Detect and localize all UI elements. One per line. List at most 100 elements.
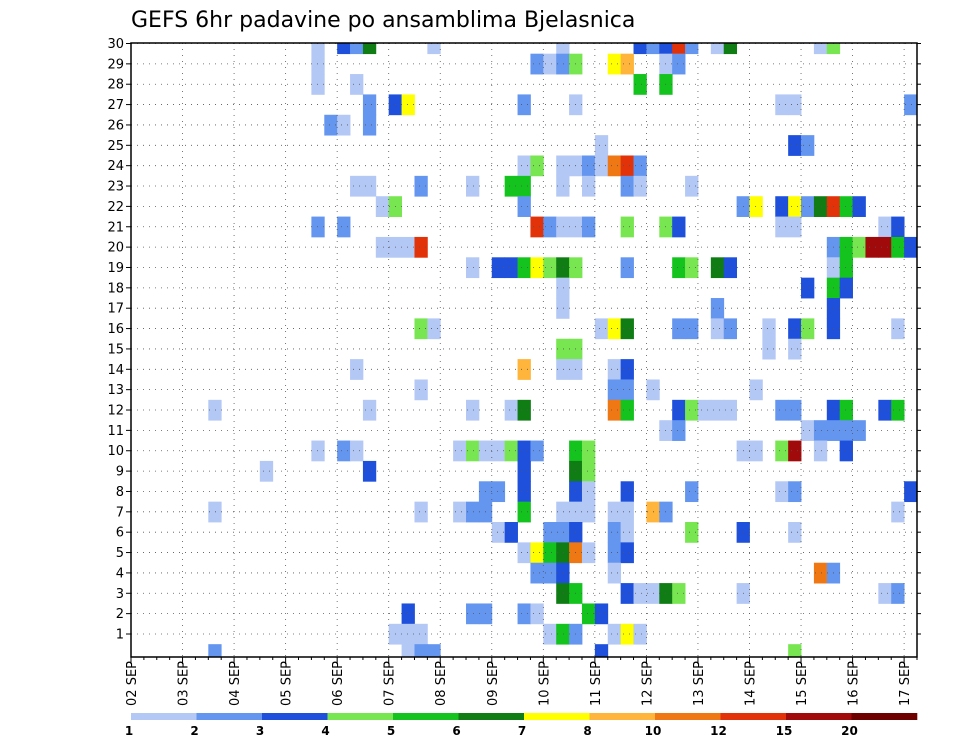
heatmap-cell — [543, 562, 557, 584]
heatmap-cell — [813, 562, 828, 584]
heatmap-cell — [672, 43, 686, 55]
heatmap-cell — [543, 542, 557, 564]
x-tick-label: 08 SEP — [434, 661, 449, 706]
heatmap-cell — [620, 623, 634, 645]
heatmap-cell — [723, 399, 738, 421]
colorbar-label: 1 — [125, 724, 133, 738]
heatmap-cell — [891, 216, 905, 238]
heatmap-cell — [491, 522, 506, 543]
colorbar-label: 20 — [841, 724, 858, 738]
heatmap-cell — [594, 603, 609, 625]
heatmap-cell — [762, 318, 776, 340]
heatmap-cell — [710, 257, 725, 279]
heatmap-cell — [401, 94, 415, 116]
heatmap-cell — [620, 359, 634, 380]
x-tick-label: 05 SEP — [280, 661, 295, 706]
heatmap-cell — [878, 216, 892, 238]
heatmap-cell — [556, 257, 570, 279]
heatmap-cell — [788, 338, 802, 360]
heatmap-cell — [362, 460, 377, 482]
heatmap-cell — [517, 460, 531, 482]
heatmap-cell — [556, 501, 570, 523]
colorbar-segment — [262, 713, 328, 720]
heatmap-cell — [788, 94, 802, 116]
heatmap-cell — [362, 94, 377, 116]
heatmap-cell — [891, 236, 905, 258]
y-tick-label: 9 — [116, 465, 124, 480]
heatmap-cell — [762, 338, 776, 360]
heatmap-cell — [401, 236, 415, 258]
heatmap-cell — [620, 481, 634, 503]
heatmap-cell — [581, 440, 596, 462]
x-tick-label: 10 SEP — [537, 661, 552, 706]
heatmap-cell — [891, 399, 905, 421]
heatmap-cell — [723, 318, 738, 340]
heatmap-cell — [517, 359, 531, 380]
heatmap-cell — [607, 542, 622, 564]
heatmap-cell — [337, 440, 351, 462]
heatmap-cell — [633, 175, 647, 197]
heatmap-cell — [813, 43, 828, 55]
y-tick-label: 17 — [107, 302, 124, 317]
colorbar-segment — [393, 713, 459, 720]
heatmap-cell — [710, 318, 725, 340]
heatmap-cell — [852, 196, 866, 217]
heatmap-cell — [517, 257, 531, 279]
heatmap-cell — [672, 318, 686, 340]
x-tick-label: 02 SEP — [125, 661, 140, 706]
heatmap-cell — [607, 501, 622, 523]
heatmap-cells — [208, 43, 918, 658]
heatmap-cell — [556, 277, 570, 299]
heatmap-cell — [775, 216, 789, 238]
heatmap-cell — [530, 257, 544, 279]
heatmap-cell — [788, 522, 802, 543]
heatmap-cell — [659, 43, 673, 55]
heatmap-cell — [839, 399, 853, 421]
heatmap-cell — [723, 43, 738, 55]
heatmap-cell — [556, 155, 570, 177]
heatmap-cell — [878, 399, 892, 421]
y-tick-label: 22 — [107, 200, 124, 215]
heatmap-cell — [375, 196, 390, 217]
heatmap-cell — [556, 43, 570, 55]
heatmap-cell — [466, 603, 480, 625]
heatmap-cell — [672, 420, 686, 441]
heatmap-cell — [517, 481, 531, 503]
colorbar-segment — [131, 713, 197, 720]
y-tick-label: 19 — [107, 261, 124, 276]
x-tick-label: 14 SEP — [743, 661, 758, 706]
heatmap-cell — [620, 379, 634, 401]
heatmap-cell — [620, 542, 634, 564]
colorbar-segment — [327, 713, 394, 720]
heatmap-cell — [491, 257, 506, 279]
heatmap-cell — [556, 216, 570, 238]
colorbar-label: 5 — [387, 724, 395, 738]
heatmap-cell — [633, 623, 647, 645]
y-tick-label: 10 — [107, 444, 124, 459]
heatmap-cell — [350, 440, 364, 462]
y-tick-label: 25 — [107, 139, 124, 154]
heatmap-cell — [504, 257, 518, 279]
heatmap-cell — [801, 196, 815, 217]
heatmap-cell — [723, 257, 738, 279]
heatmap-cell — [362, 175, 377, 197]
heatmap-cell — [466, 257, 480, 279]
heatmap-cell — [311, 440, 325, 462]
heatmap-cell — [749, 440, 763, 462]
heatmap-cell — [801, 135, 815, 156]
heatmap-cell — [710, 399, 725, 421]
heatmap-cell — [620, 175, 634, 197]
heatmap-cell — [517, 501, 531, 523]
heatmap-cell — [311, 216, 325, 238]
y-tick-label: 11 — [107, 424, 124, 439]
heatmap-cell — [556, 298, 570, 319]
y-tick-label: 2 — [116, 607, 124, 622]
heatmap-cell — [813, 420, 828, 441]
heatmap-cell — [491, 440, 506, 462]
heatmap-cell — [775, 440, 789, 462]
x-tick-label: 12 SEP — [640, 661, 655, 706]
heatmap-cell — [904, 94, 918, 116]
x-tick-label: 17 SEP — [898, 661, 913, 706]
x-tick-label: 06 SEP — [331, 661, 346, 706]
heatmap-cell — [633, 43, 647, 55]
